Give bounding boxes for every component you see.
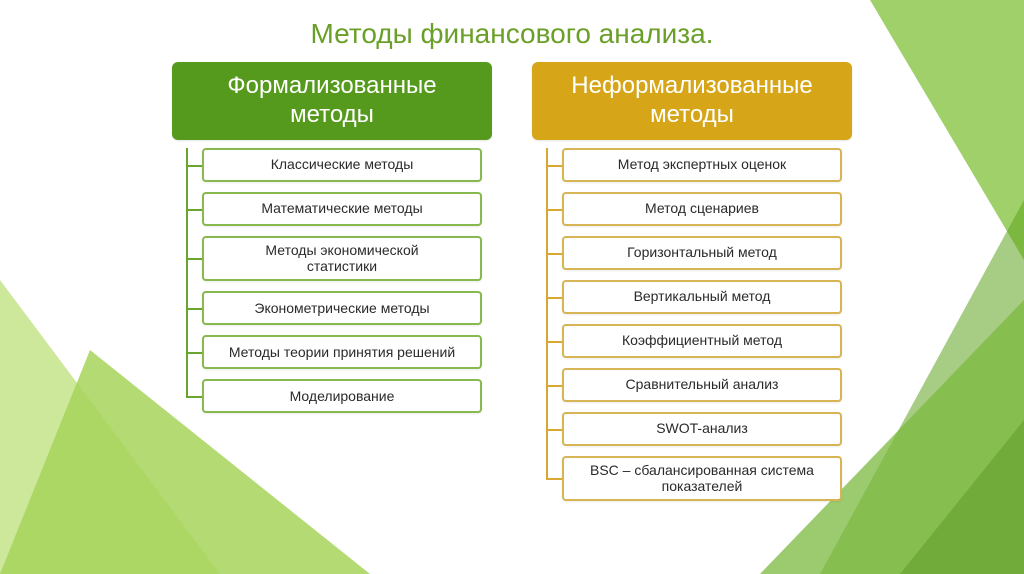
right-item-wrap: Сравнительный анализ [562,368,842,402]
right-item-wrap: Коэффициентный метод [562,324,842,358]
right-item-wrap: BSC – сбалансированная система показател… [562,456,842,502]
left-header-box: Формализованные методы [172,62,492,140]
right-item-box: Вертикальный метод [562,280,842,314]
right-item-box: Горизонтальный метод [562,236,842,270]
right-item-wrap: SWOT-анализ [562,412,842,446]
right-tree: Метод экспертных оценок Метод сценариев Го… [532,148,842,512]
slide-content: Методы финансового анализа. Формализован… [0,0,1024,511]
right-item-box: BSC – сбалансированная система показател… [562,456,842,502]
connector-line [546,478,562,480]
left-vline [186,148,188,397]
left-item-wrap: Моделирование [202,379,482,413]
connector-line [546,165,562,167]
left-item-wrap: Математические методы [202,192,482,226]
connector-line [546,253,562,255]
connector-line [546,297,562,299]
right-item-box: Сравнительный анализ [562,368,842,402]
left-item-box: Классические методы [202,148,482,182]
connector-line [186,396,202,398]
connector-line [546,341,562,343]
columns: Формализованные методы Классические мето… [60,62,964,511]
connector-line [546,429,562,431]
right-item-wrap: Горизонтальный метод [562,236,842,270]
connector-line [546,385,562,387]
connector-line [186,165,202,167]
right-item-wrap: Вертикальный метод [562,280,842,314]
slide-title: Методы финансового анализа. [60,18,964,50]
left-tree: Классические методы Математические методы… [172,148,482,424]
right-item-box: SWOT-анализ [562,412,842,446]
connector-line [186,209,202,211]
left-column: Формализованные методы Классические мето… [172,62,492,511]
left-item-wrap: Методы экономической статистики [202,236,482,282]
connector-line [546,209,562,211]
connector-line [186,258,202,260]
right-item-box: Метод сценариев [562,192,842,226]
right-column: Неформализованные методы Метод экспертны… [532,62,852,511]
right-item-box: Метод экспертных оценок [562,148,842,182]
right-item-wrap: Метод сценариев [562,192,842,226]
left-item-box: Моделирование [202,379,482,413]
left-item-wrap: Методы теории принятия решений [202,335,482,369]
left-item-box: Математические методы [202,192,482,226]
right-item-box: Коэффициентный метод [562,324,842,358]
left-item-wrap: Эконометрические методы [202,291,482,325]
left-item-box: Эконометрические методы [202,291,482,325]
left-item-box: Методы экономической статистики [202,236,482,282]
right-item-wrap: Метод экспертных оценок [562,148,842,182]
connector-line [186,352,202,354]
left-item-box: Методы теории принятия решений [202,335,482,369]
right-header-box: Неформализованные методы [532,62,852,140]
left-item-wrap: Классические методы [202,148,482,182]
connector-line [186,308,202,310]
